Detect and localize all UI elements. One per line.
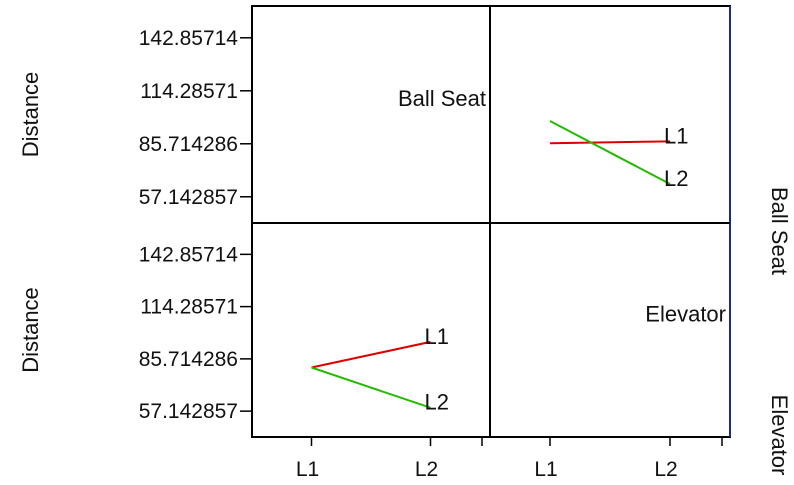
y-tick-label: 142.85714 [139, 243, 239, 266]
x-tick-label: L1 [296, 458, 319, 481]
series-end-label: L2 [664, 166, 688, 191]
interaction-line-l2 [549, 120, 671, 185]
series-end-label: L2 [425, 390, 449, 415]
y-tick-label: 114.28571 [140, 80, 238, 103]
interaction-line-l1 [311, 340, 431, 369]
right-factor-title: Elevator [767, 395, 792, 476]
y-tick-label: 57.142857 [139, 186, 238, 209]
y-axis-title: Distance [18, 287, 43, 373]
x-tick-label: L1 [534, 458, 557, 481]
series-end-label: L1 [425, 324, 449, 349]
x-tick-label: L2 [415, 458, 438, 481]
y-tick-label: 85.714286 [139, 348, 238, 371]
x-tick-label: L2 [654, 458, 677, 481]
interaction-line-l2 [311, 366, 431, 409]
series-end-label: L1 [664, 123, 688, 148]
y-tick-label: 57.142857 [139, 400, 238, 423]
diagonal-factor-label: Ball Seat [398, 86, 486, 111]
y-tick-label: 142.85714 [139, 27, 239, 50]
right-factor-title: Ball Seat [767, 187, 792, 275]
y-axis-title: Distance [18, 72, 43, 158]
diagonal-factor-label: Elevator [645, 301, 726, 326]
interaction-line-l1 [549, 140, 671, 145]
y-tick-label: 114.28571 [140, 296, 238, 319]
y-tick-label: 85.714286 [139, 133, 238, 156]
